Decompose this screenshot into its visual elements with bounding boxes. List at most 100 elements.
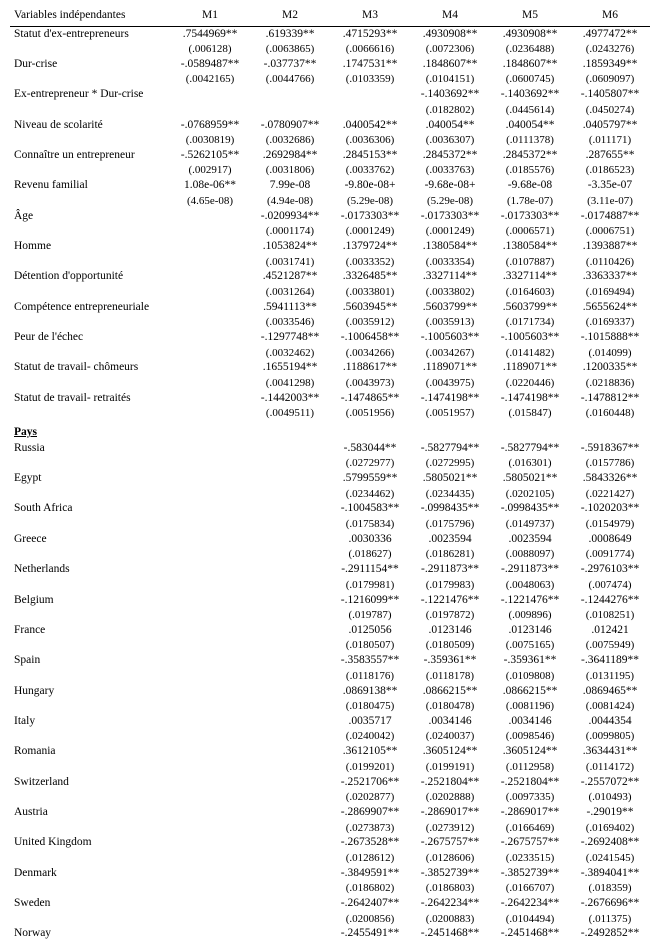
- se-cell: (.010493): [570, 790, 650, 805]
- se-cell: (.0104151): [410, 72, 490, 87]
- se-cell: (.002917): [170, 163, 250, 178]
- coef-cell: [170, 330, 250, 346]
- countries-se-row: (.0128612)(.0128606)(.0233515)(.0241545): [10, 851, 650, 866]
- coef-cell: [250, 775, 330, 791]
- se-cell: (.0033352): [330, 255, 410, 270]
- row-label-empty: [10, 517, 170, 532]
- coef-cell: -.0998435**: [490, 501, 570, 517]
- row-label-empty: [10, 406, 170, 421]
- row-label-empty: [10, 487, 170, 502]
- coef-cell: .3326485**: [330, 269, 410, 285]
- countries-row: Austria-.2869907**-.2869017**-.2869017**…: [10, 805, 650, 821]
- coef-cell: -.2673528**: [330, 835, 410, 851]
- rows-se-row: (.0033546)(.0035912)(.0035913)(.0171734)…: [10, 315, 650, 330]
- se-cell: (.0031741): [250, 255, 330, 270]
- se-cell: (.0107887): [490, 255, 570, 270]
- row-label-empty: [10, 42, 170, 57]
- se-cell: [170, 821, 250, 836]
- se-cell: (.0240037): [410, 729, 490, 744]
- se-cell: (.0051957): [410, 406, 490, 421]
- coef-cell: [170, 501, 250, 517]
- rows-row: Peur de l'échec-.1297748**-.1006458**-.1…: [10, 330, 650, 346]
- rows-se-row: (.0041298)(.0043973)(.0043975)(.0220446)…: [10, 376, 650, 391]
- coef-cell: -.3641189**: [570, 653, 650, 669]
- countries-se-row: (.018627)(.0186281)(.0088097)(.0091774): [10, 547, 650, 562]
- row-label: Statut d'ex-entrepreneurs: [10, 26, 170, 42]
- se-cell: (.0006571): [490, 224, 570, 239]
- coef-cell: -.0173303**: [490, 209, 570, 225]
- se-cell: (.0243276): [570, 42, 650, 57]
- se-cell: [250, 760, 330, 775]
- countries-se-row: (.0118176)(.0118178)(.0109808)(.0131195): [10, 669, 650, 684]
- se-cell: (.0001249): [410, 224, 490, 239]
- countries-se-row: (.0234462)(.0234435)(.0202105)(.0221427): [10, 487, 650, 502]
- coef-cell: [250, 593, 330, 609]
- se-cell: (.011375): [570, 912, 650, 927]
- countries-row: Netherlands-.2911154**-.2911873**-.29118…: [10, 562, 650, 578]
- se-cell: (.007474): [570, 578, 650, 593]
- header-m4: M4: [410, 8, 490, 26]
- coef-cell: .5655624**: [570, 300, 650, 316]
- coef-cell: -.0173303**: [410, 209, 490, 225]
- se-cell: (4.94e-08): [250, 194, 330, 209]
- row-label: Statut de travail- retraités: [10, 391, 170, 407]
- coef-cell: -3.35e-07: [570, 178, 650, 194]
- se-cell: (.0179983): [410, 578, 490, 593]
- rows-row: Statut de travail- chômeurs.1655194**.11…: [10, 360, 650, 376]
- coef-cell: -.037737**: [250, 57, 330, 73]
- se-cell: (.0043973): [330, 376, 410, 391]
- countries-row: Italy.0035717.0034146.0034146.0044354: [10, 714, 650, 730]
- coef-cell: .1379724**: [330, 239, 410, 255]
- se-cell: (.0186281): [410, 547, 490, 562]
- row-label-empty: [10, 608, 170, 623]
- coef-cell: -.3852739**: [490, 866, 570, 882]
- coef-cell: .0405797**: [570, 118, 650, 134]
- se-cell: [170, 285, 250, 300]
- se-cell: [250, 912, 330, 927]
- coef-cell: .1747531**: [330, 57, 410, 73]
- coef-cell: -.1006458**: [330, 330, 410, 346]
- row-label: Belgium: [10, 593, 170, 609]
- coef-cell: .0869138**: [330, 684, 410, 700]
- coef-cell: [170, 593, 250, 609]
- coef-cell: .5603799**: [490, 300, 570, 316]
- rows-row: Niveau de scolarité-.0768959**-.0780907*…: [10, 118, 650, 134]
- coef-cell: -.1004583**: [330, 501, 410, 517]
- se-cell: (.0097335): [490, 790, 570, 805]
- se-cell: (.0044766): [250, 72, 330, 87]
- se-cell: (.0001249): [330, 224, 410, 239]
- se-cell: (.0185576): [490, 163, 570, 178]
- se-cell: (.0048063): [490, 578, 570, 593]
- coef-cell: [250, 896, 330, 912]
- se-cell: (.0033801): [330, 285, 410, 300]
- coef-cell: -.2642234**: [410, 896, 490, 912]
- coef-cell: .3605124**: [410, 744, 490, 760]
- coef-cell: -.1005603**: [490, 330, 570, 346]
- coef-cell: -.2521706**: [330, 775, 410, 791]
- se-cell: (.0236488): [490, 42, 570, 57]
- se-cell: (.0199201): [330, 760, 410, 775]
- se-cell: (.0218836): [570, 376, 650, 391]
- countries-se-row: (.0180507)(.0180509)(.0075165)(.0075949): [10, 638, 650, 653]
- coef-cell: [170, 209, 250, 225]
- coef-cell: .5603945**: [330, 300, 410, 316]
- coef-cell: .1189071**: [410, 360, 490, 376]
- coef-cell: .0023594: [410, 532, 490, 548]
- row-label-empty: [10, 881, 170, 896]
- countries-se-row: (.0272977)(.0272995)(.016301)(.0157786): [10, 456, 650, 471]
- coef-cell: -9.80e-08+: [330, 178, 410, 194]
- row-label: Ex-entrepreneur * Dur-crise: [10, 87, 170, 103]
- countries-row: Egypt.5799559**.5805021**.5805021**.5843…: [10, 471, 650, 487]
- countries-se-row: (.019787)(.0197872)(.009896)(.0108251): [10, 608, 650, 623]
- se-cell: (.0034266): [330, 346, 410, 361]
- coef-cell: [170, 360, 250, 376]
- coef-cell: [250, 441, 330, 457]
- se-cell: (.018359): [570, 881, 650, 896]
- se-cell: (.0031806): [250, 163, 330, 178]
- coef-cell: .1380584**: [490, 239, 570, 255]
- coef-cell: [170, 835, 250, 851]
- row-label-empty: [10, 376, 170, 391]
- countries-se-row: (.0273873)(.0273912)(.0166469)(.0169402): [10, 821, 650, 836]
- coef-cell: .3363337**: [570, 269, 650, 285]
- row-label-empty: [10, 851, 170, 866]
